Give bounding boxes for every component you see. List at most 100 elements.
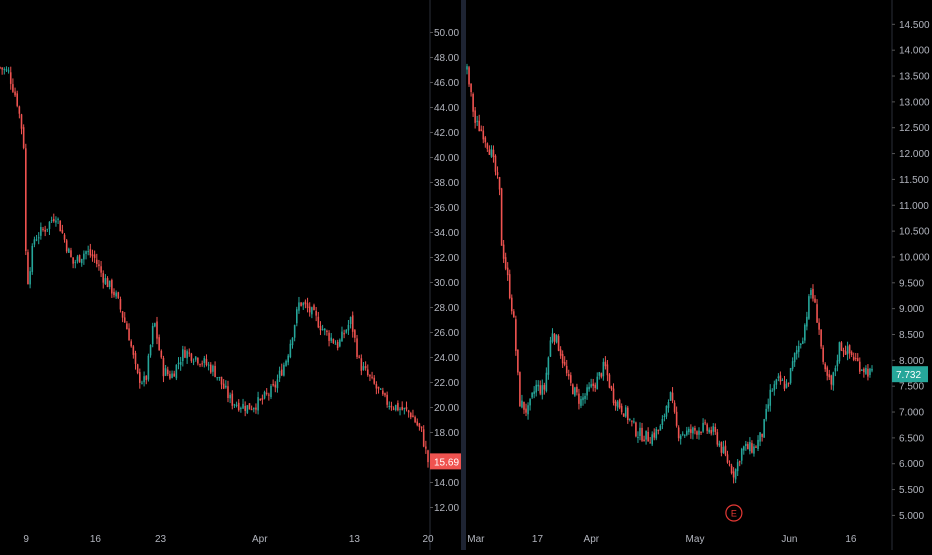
candle-body — [5, 69, 8, 71]
candle-body — [690, 429, 692, 433]
candle-body — [22, 127, 25, 148]
candle-body — [250, 409, 253, 411]
candle-body — [539, 385, 542, 394]
pane-divider — [461, 0, 466, 550]
candle-body — [533, 391, 535, 394]
candle-body — [604, 361, 607, 367]
candle-body — [199, 364, 201, 366]
candle-body — [375, 384, 378, 389]
candle-body — [706, 424, 708, 431]
last-price-tag — [892, 366, 928, 383]
candle-body — [795, 350, 798, 354]
candle-body — [785, 383, 788, 388]
price-tick-label: 7.500 — [899, 382, 924, 393]
candle-body — [244, 405, 246, 411]
candle-body — [565, 365, 568, 374]
candle-body — [186, 351, 188, 359]
price-tick-label: 12.00 — [434, 503, 459, 514]
candle-body — [63, 234, 66, 240]
candle-body — [156, 321, 158, 339]
candle-body — [377, 386, 380, 389]
candle-body — [298, 302, 300, 311]
candle-body — [205, 359, 208, 365]
price-tick-label: 5.000 — [899, 511, 924, 522]
candle-body — [834, 368, 837, 372]
candle-body — [685, 430, 688, 435]
candle-body — [513, 311, 515, 318]
price-tick-label: 14.500 — [899, 20, 930, 31]
candle-body — [757, 439, 759, 449]
candle-body — [734, 469, 737, 480]
candle-body — [412, 415, 414, 418]
candle-body — [492, 149, 495, 158]
candle-body — [57, 218, 59, 220]
candle-body — [576, 386, 578, 393]
candle-body — [663, 415, 666, 418]
price-tick-label: 24.00 — [434, 353, 459, 364]
candle-body — [775, 379, 778, 385]
candle-body — [274, 384, 277, 388]
candle-body — [263, 392, 266, 399]
candle-body — [65, 240, 68, 252]
candle-body — [659, 425, 662, 431]
candle-body — [169, 374, 171, 379]
candle-body — [822, 347, 824, 362]
candle-body — [561, 353, 564, 364]
price-tick-label: 12.500 — [899, 123, 930, 134]
candle-body — [201, 363, 203, 365]
price-tick-label: 48.00 — [434, 53, 459, 64]
candle-body — [91, 254, 94, 257]
candle-body — [596, 376, 599, 390]
time-tick-label: Mar — [467, 534, 485, 545]
candle-body — [653, 432, 656, 438]
price-tick-label: 20.00 — [434, 403, 459, 414]
candle-body — [111, 280, 113, 294]
candle-body — [68, 248, 70, 253]
candle-body — [259, 399, 262, 401]
price-tick-label: 50.00 — [434, 28, 459, 39]
candle-body — [422, 429, 425, 447]
price-tick-label: 44.00 — [434, 103, 459, 114]
candle-body — [468, 67, 470, 85]
candle-body — [162, 357, 165, 377]
candle-body — [1, 67, 3, 70]
candle-body — [747, 444, 749, 450]
candle-body — [639, 427, 641, 436]
candle-body — [302, 303, 305, 306]
candle-body — [555, 334, 558, 343]
price-tick-label: 40.00 — [434, 153, 459, 164]
candle-body — [624, 407, 627, 417]
candle-body — [9, 72, 12, 84]
candle-body — [330, 337, 333, 341]
candle-body — [808, 296, 810, 319]
candle-body — [521, 400, 523, 408]
candle-body — [119, 299, 122, 310]
candle-body — [194, 356, 197, 360]
candle-body — [360, 358, 363, 371]
candle-body — [496, 172, 499, 176]
candle-body — [799, 343, 802, 345]
candle-body — [852, 356, 855, 360]
candle-body — [364, 366, 367, 369]
candle-body — [688, 428, 690, 433]
candle-body — [373, 377, 376, 384]
candle-body — [179, 361, 182, 365]
candle-body — [755, 446, 757, 448]
candle-body — [838, 342, 841, 362]
candle-body — [594, 384, 597, 389]
candle-body — [384, 393, 386, 396]
price-tick-label: 6.000 — [899, 459, 924, 470]
candle-body — [214, 365, 216, 377]
candle-body — [46, 228, 49, 230]
price-tick-label: 8.500 — [899, 330, 924, 341]
candle-body — [494, 155, 497, 172]
candle-body — [287, 355, 290, 363]
candle-body — [175, 364, 178, 379]
candle-body — [328, 332, 330, 341]
candle-body — [584, 395, 586, 399]
candle-body — [339, 339, 341, 347]
candle-body — [490, 149, 493, 157]
candle-body — [190, 353, 193, 361]
candle-body — [319, 325, 322, 331]
